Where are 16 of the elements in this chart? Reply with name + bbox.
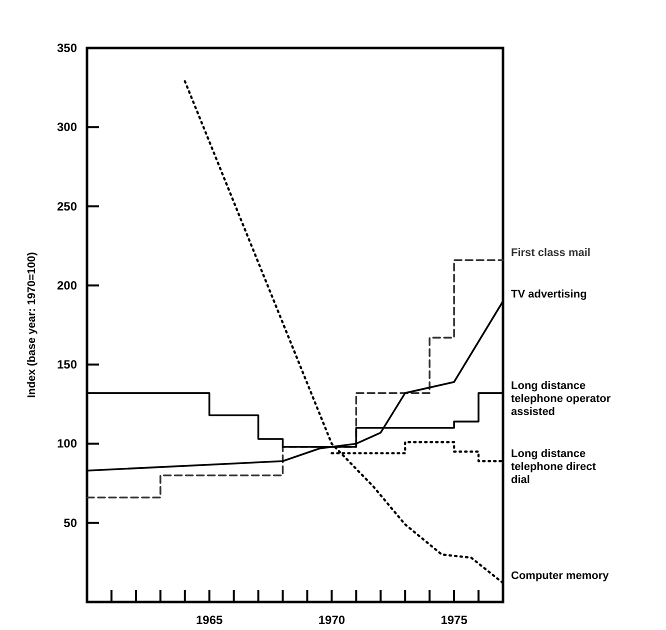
x-tick-label: 1970: [318, 613, 346, 627]
y-axis-title: Index (base year: 1970=100): [26, 252, 38, 398]
y-tick-label: 350: [56, 41, 78, 55]
series-label: Computer memory: [511, 570, 610, 582]
y-tick-label: 250: [56, 199, 78, 214]
series-label: Long distance telephone operator assisted: [511, 380, 612, 418]
series-label: TV advertising: [511, 288, 587, 300]
series-label: Long distance telephone direct dial: [511, 448, 596, 486]
y-tick-label: 100: [56, 436, 78, 451]
y-tick-label: 300: [56, 120, 78, 134]
x-tick-label: 1975: [440, 613, 468, 627]
y-tick-label: 50: [64, 516, 78, 530]
x-tick-label: 1965: [196, 613, 224, 627]
series-label: First class mail: [511, 247, 590, 260]
y-tick-label: 150: [56, 358, 78, 372]
y-tick-label: 200: [56, 278, 78, 292]
